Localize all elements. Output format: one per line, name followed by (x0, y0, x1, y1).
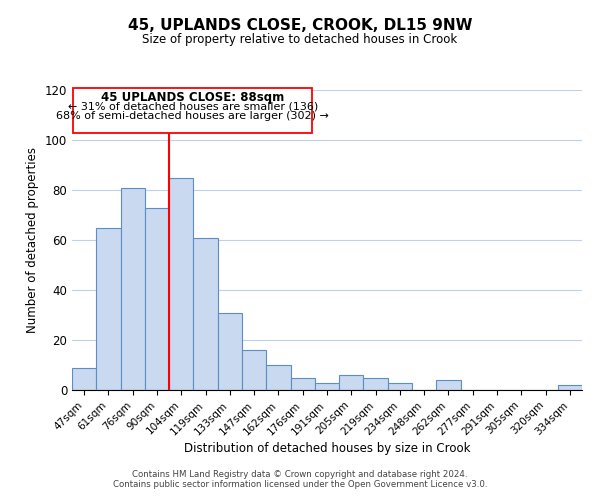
Bar (169, 178, 193, 390)
FancyBboxPatch shape (73, 88, 313, 132)
Text: 45 UPLANDS CLOSE: 88sqm: 45 UPLANDS CLOSE: 88sqm (101, 91, 284, 104)
Bar (266, 365, 290, 390)
Bar (145, 208, 169, 390)
Y-axis label: Number of detached properties: Number of detached properties (26, 147, 39, 333)
Bar (558, 385, 582, 390)
Bar (364, 378, 388, 390)
Text: 68% of semi-detached houses are larger (302) →: 68% of semi-detached houses are larger (… (56, 112, 329, 121)
Text: Contains public sector information licensed under the Open Government Licence v3: Contains public sector information licen… (113, 480, 487, 489)
Bar (72, 368, 96, 390)
Text: ← 31% of detached houses are smaller (136): ← 31% of detached houses are smaller (13… (68, 101, 318, 112)
Text: Size of property relative to detached houses in Crook: Size of property relative to detached ho… (142, 32, 458, 46)
Bar (218, 312, 242, 390)
Text: Contains HM Land Registry data © Crown copyright and database right 2024.: Contains HM Land Registry data © Crown c… (132, 470, 468, 479)
Bar (96, 228, 121, 390)
Bar (193, 238, 218, 390)
X-axis label: Distribution of detached houses by size in Crook: Distribution of detached houses by size … (184, 442, 470, 455)
Bar (242, 350, 266, 390)
Bar (121, 188, 145, 390)
Text: 45, UPLANDS CLOSE, CROOK, DL15 9NW: 45, UPLANDS CLOSE, CROOK, DL15 9NW (128, 18, 472, 32)
Bar (339, 375, 364, 390)
Bar (315, 382, 339, 390)
Bar (436, 380, 461, 390)
Bar (388, 382, 412, 390)
Bar (290, 378, 315, 390)
